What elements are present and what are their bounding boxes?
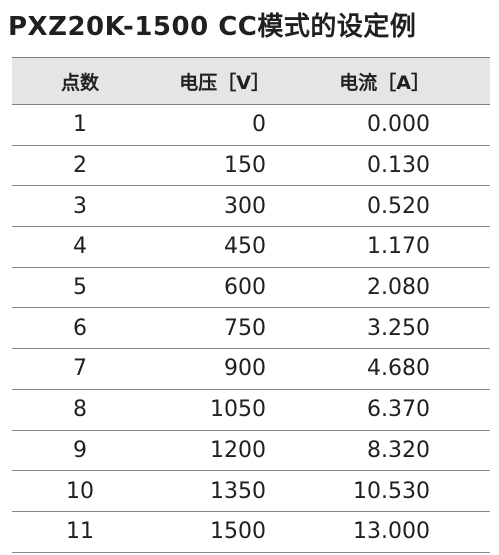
- point-cell: 4: [12, 226, 148, 268]
- table-row: 1 0 0.000: [12, 104, 490, 146]
- table-row: 8 1050 6.370: [12, 389, 490, 431]
- point-cell: 10: [12, 470, 148, 512]
- voltage-cell: 900: [148, 348, 278, 390]
- column-header-points: 点数: [12, 57, 148, 105]
- current-cell: 8.320: [278, 430, 490, 472]
- point-cell: 6: [12, 307, 148, 350]
- current-cell: 6.370: [278, 389, 490, 431]
- voltage-cell: 600: [148, 267, 278, 309]
- table-header-row: 点数 电压［V］ 电流［A］: [12, 57, 490, 105]
- table-row: 6 750 3.250: [12, 307, 490, 350]
- table-row: 5 600 2.080: [12, 267, 490, 309]
- page-title: PXZ20K-1500 CC模式的设定例: [8, 12, 417, 42]
- current-cell: 13.000: [278, 511, 490, 553]
- voltage-cell: 300: [148, 185, 278, 228]
- voltage-cell: 450: [148, 226, 278, 268]
- settings-table: 点数 电压［V］ 电流［A］ 1 0 0.000 2 150 0.130 3 3…: [12, 57, 490, 553]
- voltage-cell: 150: [148, 145, 278, 187]
- voltage-cell: 1350: [148, 470, 278, 512]
- table-row: 3 300 0.520: [12, 185, 490, 228]
- point-cell: 5: [12, 267, 148, 309]
- current-cell: 10.530: [278, 470, 490, 512]
- point-cell: 7: [12, 348, 148, 390]
- current-cell: 0.000: [278, 104, 490, 146]
- point-cell: 8: [12, 389, 148, 431]
- voltage-cell: 1200: [148, 430, 278, 472]
- table-row: 11 1500 13.000: [12, 511, 490, 553]
- table-row: 10 1350 10.530: [12, 470, 490, 512]
- voltage-cell: 0: [148, 104, 278, 146]
- current-cell: 4.680: [278, 348, 490, 390]
- table-row: 7 900 4.680: [12, 348, 490, 390]
- point-cell: 9: [12, 430, 148, 472]
- point-cell: 3: [12, 185, 148, 228]
- table-row: 4 450 1.170: [12, 226, 490, 268]
- point-cell: 1: [12, 104, 148, 146]
- column-header-current: 电流［A］: [278, 57, 490, 105]
- voltage-cell: 1500: [148, 511, 278, 553]
- column-header-voltage: 电压［V］: [148, 57, 278, 105]
- current-cell: 2.080: [278, 267, 490, 309]
- current-cell: 3.250: [278, 307, 490, 350]
- point-cell: 11: [12, 511, 148, 553]
- voltage-cell: 750: [148, 307, 278, 350]
- voltage-cell: 1050: [148, 389, 278, 431]
- current-cell: 0.130: [278, 145, 490, 187]
- current-cell: 0.520: [278, 185, 490, 228]
- table-row: 9 1200 8.320: [12, 430, 490, 472]
- point-cell: 2: [12, 145, 148, 187]
- current-cell: 1.170: [278, 226, 490, 268]
- table-row: 2 150 0.130: [12, 145, 490, 187]
